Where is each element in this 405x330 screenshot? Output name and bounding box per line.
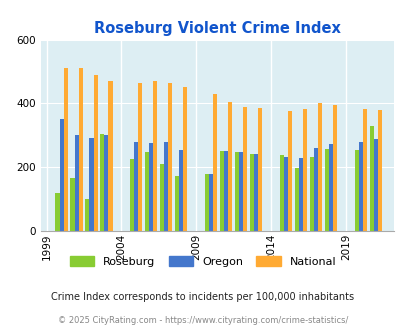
Bar: [288, 112, 292, 231]
Title: Roseburg Violent Crime Index: Roseburg Violent Crime Index: [94, 21, 340, 36]
Bar: [153, 81, 157, 231]
Bar: [377, 111, 381, 231]
Bar: [258, 108, 262, 231]
Bar: [85, 199, 89, 231]
Bar: [373, 140, 377, 231]
Bar: [70, 178, 74, 231]
Bar: [160, 164, 164, 231]
Text: © 2025 CityRating.com - https://www.cityrating.com/crime-statistics/: © 2025 CityRating.com - https://www.city…: [58, 315, 347, 325]
Bar: [209, 174, 213, 231]
Bar: [108, 81, 112, 231]
Bar: [332, 105, 336, 231]
Bar: [213, 94, 217, 231]
Bar: [220, 151, 224, 231]
Bar: [78, 68, 82, 231]
Bar: [104, 135, 108, 231]
Bar: [317, 103, 321, 231]
Bar: [100, 134, 104, 231]
Bar: [60, 119, 64, 231]
Bar: [145, 152, 149, 231]
Bar: [130, 159, 134, 231]
Bar: [362, 109, 366, 231]
Bar: [313, 148, 317, 231]
Bar: [55, 193, 60, 231]
Bar: [279, 155, 284, 231]
Bar: [284, 157, 288, 231]
Bar: [224, 151, 228, 231]
Bar: [369, 126, 373, 231]
Bar: [234, 152, 239, 231]
Bar: [309, 157, 313, 231]
Bar: [298, 158, 302, 231]
Bar: [64, 68, 68, 231]
Bar: [183, 87, 187, 231]
Bar: [164, 142, 168, 231]
Bar: [302, 109, 306, 231]
Text: Crime Index corresponds to incidents per 100,000 inhabitants: Crime Index corresponds to incidents per…: [51, 292, 354, 302]
Bar: [89, 139, 93, 231]
Bar: [74, 135, 78, 231]
Bar: [179, 150, 183, 231]
Bar: [138, 82, 142, 231]
Bar: [93, 75, 97, 231]
Bar: [328, 144, 332, 231]
Bar: [243, 107, 247, 231]
Bar: [294, 168, 298, 231]
Bar: [324, 149, 328, 231]
Bar: [175, 176, 179, 231]
Bar: [228, 102, 232, 231]
Bar: [354, 150, 358, 231]
Bar: [254, 154, 258, 231]
Bar: [134, 142, 138, 231]
Bar: [205, 174, 209, 231]
Bar: [149, 143, 153, 231]
Bar: [358, 142, 362, 231]
Bar: [249, 154, 254, 231]
Bar: [239, 152, 243, 231]
Legend: Roseburg, Oregon, National: Roseburg, Oregon, National: [65, 251, 340, 271]
Bar: [168, 82, 172, 231]
